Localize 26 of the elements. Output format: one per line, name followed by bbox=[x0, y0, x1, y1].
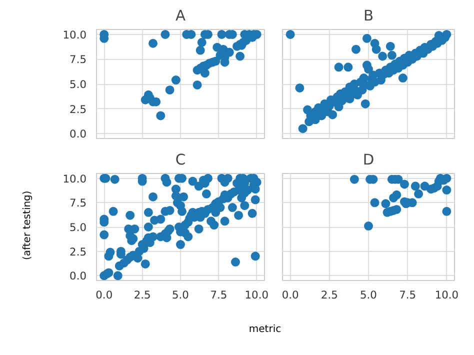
x-tick-label: 2.5 bbox=[320, 288, 338, 302]
y-tick-label: 10.0 bbox=[62, 28, 87, 42]
x-tick-label: 0.0 bbox=[96, 288, 113, 302]
y-tick-label: 5.0 bbox=[70, 78, 87, 91]
x-tick-label: 10.0 bbox=[434, 288, 459, 302]
x-axis-title: metric bbox=[248, 323, 282, 337]
y-tick-label: 7.5 bbox=[70, 196, 87, 210]
x-tick-label: 2.5 bbox=[134, 288, 151, 302]
x-tick-label: 10.0 bbox=[244, 288, 269, 302]
y-axis-title: (after testing) bbox=[20, 190, 34, 260]
x-tick-label: 0.0 bbox=[282, 288, 300, 302]
x-tick-label: 5.0 bbox=[360, 288, 378, 302]
y-tick-label: 5.0 bbox=[70, 221, 87, 234]
chart-title: A bbox=[175, 8, 186, 24]
y-tick-label: 2.5 bbox=[70, 102, 87, 116]
y-tick-label: 2.5 bbox=[70, 245, 87, 258]
x-tick-label: 7.5 bbox=[399, 288, 416, 302]
x-tick-label: 7.5 bbox=[210, 288, 228, 302]
y-tick-label: 0.0 bbox=[70, 128, 87, 141]
chart-title: C bbox=[175, 152, 186, 168]
chart-title: D bbox=[362, 152, 374, 168]
y-tick-label: 0.0 bbox=[70, 270, 87, 283]
x-tick-label: 5.0 bbox=[172, 288, 190, 302]
y-tick-label: 10.0 bbox=[62, 172, 87, 186]
chart-title: B bbox=[363, 8, 374, 24]
y-tick-label: 7.5 bbox=[70, 53, 87, 66]
